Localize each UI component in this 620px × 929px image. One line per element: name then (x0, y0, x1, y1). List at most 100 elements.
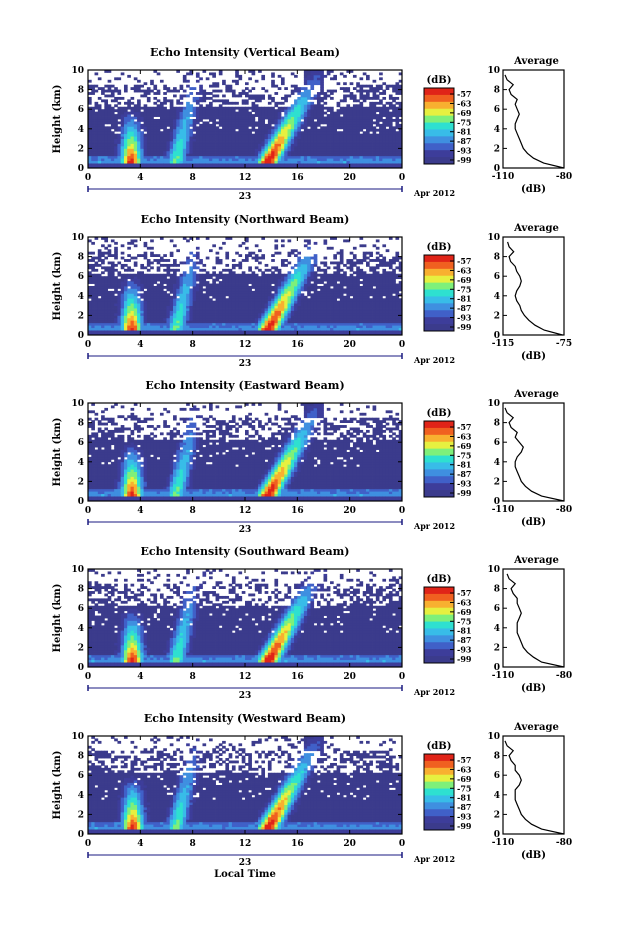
heatmap-cell (195, 300, 200, 304)
y-tick-label: 6 (78, 105, 84, 115)
heatmap-cell (261, 278, 266, 282)
heatmap-cell (166, 317, 171, 321)
heatmap-cell (251, 123, 256, 127)
heatmap-cell (343, 123, 347, 127)
heatmap-cell (313, 295, 318, 299)
heatmap-cell (245, 128, 249, 132)
heatmap-cell (101, 254, 105, 257)
heatmap-cell (189, 327, 194, 331)
heatmap-cell (398, 158, 403, 162)
heatmap-cell (235, 141, 239, 144)
heatmap-cell (91, 293, 95, 297)
heatmap-cell (313, 286, 318, 289)
heatmap-cell (294, 87, 298, 90)
heatmap-cell (156, 109, 161, 113)
heatmap-cell (107, 303, 112, 306)
heatmap-cell (271, 121, 275, 125)
heatmap-cell (274, 281, 279, 284)
heatmap-cell (202, 145, 207, 149)
heatmap-cell (333, 160, 337, 164)
heatmap-cell (274, 268, 279, 272)
heatmap-cell (352, 136, 357, 139)
heatmap-cell (307, 109, 311, 113)
heatmap-cell (146, 158, 151, 162)
heatmap-cell (254, 254, 259, 257)
heatmap-cell (303, 317, 308, 321)
heatmap-cell (195, 114, 200, 117)
heatmap-cell (277, 74, 282, 78)
heatmap-cell (303, 96, 308, 100)
heatmap-cell (235, 136, 239, 139)
heatmap-cell (130, 322, 135, 326)
heatmap-cell (356, 163, 360, 166)
heatmap-cell (97, 104, 102, 108)
heatmap-cell (130, 119, 135, 122)
heatmap-cell (267, 312, 272, 316)
heatmap-cell (169, 290, 174, 294)
heatmap-cell (395, 121, 400, 125)
heatmap-cell (176, 320, 180, 324)
heatmap-cell (303, 87, 308, 90)
heatmap-cell (382, 136, 387, 139)
heatmap-cell (120, 163, 125, 166)
heatmap-cell (274, 92, 279, 95)
heatmap-cell (215, 121, 220, 125)
heatmap-cell (297, 273, 301, 277)
heatmap-cell (339, 143, 344, 147)
heatmap-cell (316, 278, 321, 282)
heatmap-cell (398, 165, 403, 169)
heatmap-cell (88, 116, 92, 120)
heatmap-cell (88, 286, 92, 289)
heatmap-cell (127, 136, 131, 139)
heatmap-cell (300, 281, 305, 284)
heatmap-cell (238, 165, 243, 169)
heatmap-cell (307, 148, 311, 152)
heatmap-cell (307, 131, 311, 135)
heatmap-cell (104, 281, 109, 284)
heatmap-cell (395, 96, 400, 100)
heatmap-cell (274, 310, 279, 314)
heatmap-cell (228, 128, 233, 132)
heatmap-cell (130, 268, 135, 272)
heatmap-cell (143, 303, 148, 306)
heatmap-cell (215, 153, 220, 157)
heatmap-cell (264, 128, 269, 132)
heatmap-cell (169, 111, 174, 115)
heatmap-cell (195, 106, 200, 110)
heatmap-cell (261, 150, 266, 154)
heatmap-cell (179, 141, 184, 144)
heatmap-cell (251, 322, 256, 326)
heatmap-cell (333, 77, 337, 81)
heatmap-cell (123, 160, 128, 164)
heatmap-cell (176, 249, 180, 253)
heatmap-cell (150, 119, 154, 122)
heatmap-cell (372, 114, 377, 117)
heatmap-cell (231, 165, 236, 169)
heatmap-cell (127, 295, 131, 299)
heatmap-cell (251, 94, 256, 98)
heatmap-cell (140, 131, 144, 135)
heatmap-cell (245, 239, 249, 243)
heatmap-cell (382, 143, 387, 147)
heatmap-cell (349, 96, 354, 100)
heatmap-cell (290, 163, 295, 166)
heatmap-cell (307, 141, 311, 144)
heatmap-cell (231, 116, 236, 120)
heatmap-cell (130, 332, 135, 336)
heatmap-cell (231, 271, 236, 275)
heatmap-cell (130, 141, 135, 144)
heatmap-cell (316, 133, 321, 137)
heatmap-cell (91, 143, 95, 147)
heatmap-cell (130, 276, 135, 280)
heatmap-cell (186, 131, 190, 135)
heatmap-cell (117, 271, 122, 275)
heatmap-cell (235, 101, 239, 105)
heatmap-cell (159, 281, 164, 284)
heatmap-cell (231, 143, 236, 147)
heatmap-cell (137, 305, 141, 309)
heatmap-cell (398, 123, 403, 127)
heatmap-cell (241, 305, 246, 309)
heatmap-cell (382, 92, 387, 95)
heatmap-cell (205, 150, 210, 154)
heatmap-cell (271, 131, 275, 135)
